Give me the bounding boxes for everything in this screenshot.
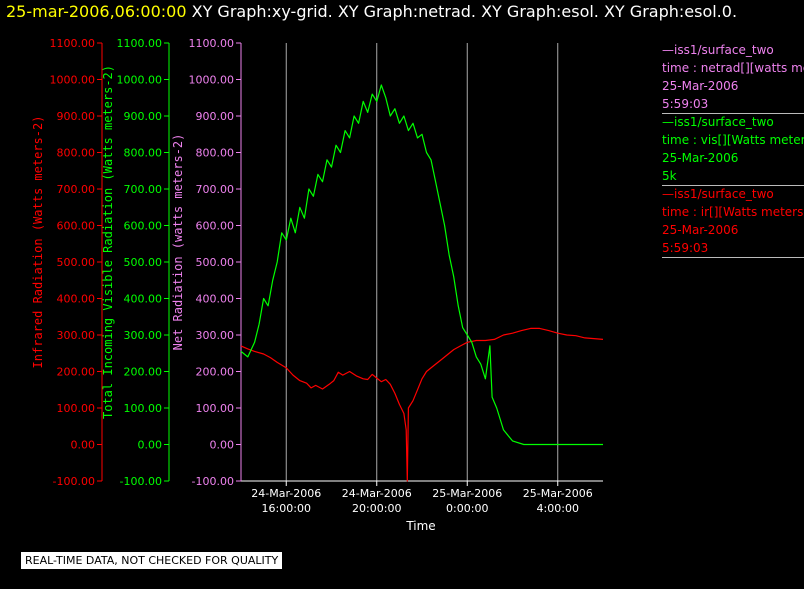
x-tick-label-date: 25-Mar-2006 <box>432 487 502 500</box>
timestamp: 25-mar-2006,06:00:00 <box>6 2 187 21</box>
y-tick-label: 200.00 <box>196 366 235 379</box>
y-tick-label: 700.00 <box>57 183 96 196</box>
y-tick-label: 100.00 <box>196 402 235 415</box>
quality-disclaimer: REAL-TIME DATA, NOT CHECKED FOR QUALITY <box>20 551 284 570</box>
y-tick-label: 600.00 <box>57 220 96 233</box>
y-tick-label: 1100.00 <box>50 37 96 50</box>
legend-variable: time : ir[][Watts meters-2] <box>662 205 804 219</box>
y-tick-label: 100.00 <box>124 402 163 415</box>
x-tick-labels: 24-Mar-2006 16:00:00 24-Mar-2006 20:00:00 25… <box>251 487 592 515</box>
y-tick-label: 1100.00 <box>189 37 235 50</box>
x-tick-label-date: 25-Mar-2006 <box>523 487 593 500</box>
series-line-vis <box>240 84 603 446</box>
y-tick-label: -100.00 <box>120 475 162 488</box>
y-tick-label: 500.00 <box>196 256 235 269</box>
x-axis-label: Time <box>405 519 435 533</box>
y-tick-label: 400.00 <box>57 293 96 306</box>
y-tick-label: 800.00 <box>57 147 96 160</box>
legend-variable: time : netrad[][watts meters-2] <box>662 61 804 75</box>
y-tick-label: 500.00 <box>57 256 96 269</box>
legend-date: 25-Mar-2006 <box>662 223 739 237</box>
legend-time: 5:59:03 <box>662 97 709 111</box>
y-tick-label: 0.00 <box>138 439 163 452</box>
legend-time: 5:59:03 <box>662 241 709 255</box>
y-tick-label: 0.00 <box>71 439 96 452</box>
x-tick-label-time: 20:00:00 <box>352 502 401 515</box>
legend-date: 25-Mar-2006 <box>662 151 739 165</box>
x-tick-label-time: 0:00:00 <box>446 502 488 515</box>
legend-variable: time : vis[][Watts meters-2] <box>662 133 804 147</box>
y-tick-label: 300.00 <box>57 329 96 342</box>
x-tick-label-date: 24-Mar-2006 <box>251 487 321 500</box>
y-axis-title-0: Infrared Radiation (Watts meters-2) <box>31 116 45 369</box>
y-tick-label: 300.00 <box>124 329 163 342</box>
y-tick-label: 500.00 <box>124 256 163 269</box>
y-tick-label: 700.00 <box>124 183 163 196</box>
y-tick-label: 1000.00 <box>117 74 163 87</box>
axes: -100.00 0.00 100.00 200.00 300.00 400.00 500.0… <box>31 37 603 488</box>
y-tick-label: 1000.00 <box>50 74 96 87</box>
legend-time: 5k <box>662 169 677 183</box>
y-tick-label: 300.00 <box>196 329 235 342</box>
legend-date: 25-Mar-2006 <box>662 79 739 93</box>
legend-name: —iss1/surface_two <box>662 115 774 129</box>
y-tick-label: 900.00 <box>196 110 235 123</box>
legend-name: —iss1/surface_two <box>662 43 774 57</box>
y-tick-label: 600.00 <box>124 220 163 233</box>
y-tick-label: 1100.00 <box>117 37 163 50</box>
series-line-ir <box>240 327 604 482</box>
y-tick-label: -100.00 <box>192 475 234 488</box>
y-tick-label: 0.00 <box>210 439 235 452</box>
chart-header: 25-mar-2006,06:00:00 XY Graph:xy-grid. X… <box>6 2 737 21</box>
y-tick-label: 1000.00 <box>189 74 235 87</box>
y-tick-label: 800.00 <box>124 147 163 160</box>
y-tick-label: 600.00 <box>196 220 235 233</box>
y-tick-label: 200.00 <box>124 366 163 379</box>
series-lines <box>240 84 604 482</box>
y-tick-label: -100.00 <box>53 475 95 488</box>
graph-list: XY Graph:xy-grid. XY Graph:netrad. XY Gr… <box>191 2 738 21</box>
grid <box>285 43 559 481</box>
y-tick-label: 100.00 <box>57 402 96 415</box>
y-axis-title-2: Net Radiation (watts meters-2) <box>171 134 185 351</box>
x-tick-label-time: 16:00:00 <box>262 502 311 515</box>
y-tick-label: 400.00 <box>124 293 163 306</box>
y-tick-label: 700.00 <box>196 183 235 196</box>
legend-entry-ir: —iss1/surface_two time : ir[][Watts mete… <box>662 185 804 258</box>
y-tick-label: 900.00 <box>124 110 163 123</box>
legend-entry-vis: —iss1/surface_two time : vis[][Watts met… <box>662 113 804 186</box>
y-tick-label: 800.00 <box>196 147 235 160</box>
y-tick-label: 900.00 <box>57 110 96 123</box>
x-tick-label-date: 24-Mar-2006 <box>342 487 412 500</box>
y-axis-title-1: Total Incoming Visible Radiation (Watts … <box>101 65 115 419</box>
y-tick-label: 400.00 <box>196 293 235 306</box>
legend-entry-netrad: —iss1/surface_two time : netrad[][watts … <box>662 41 804 114</box>
legend-name: —iss1/surface_two <box>662 187 774 201</box>
x-tick-label-time: 4:00:00 <box>537 502 579 515</box>
y-tick-label: 200.00 <box>57 366 96 379</box>
